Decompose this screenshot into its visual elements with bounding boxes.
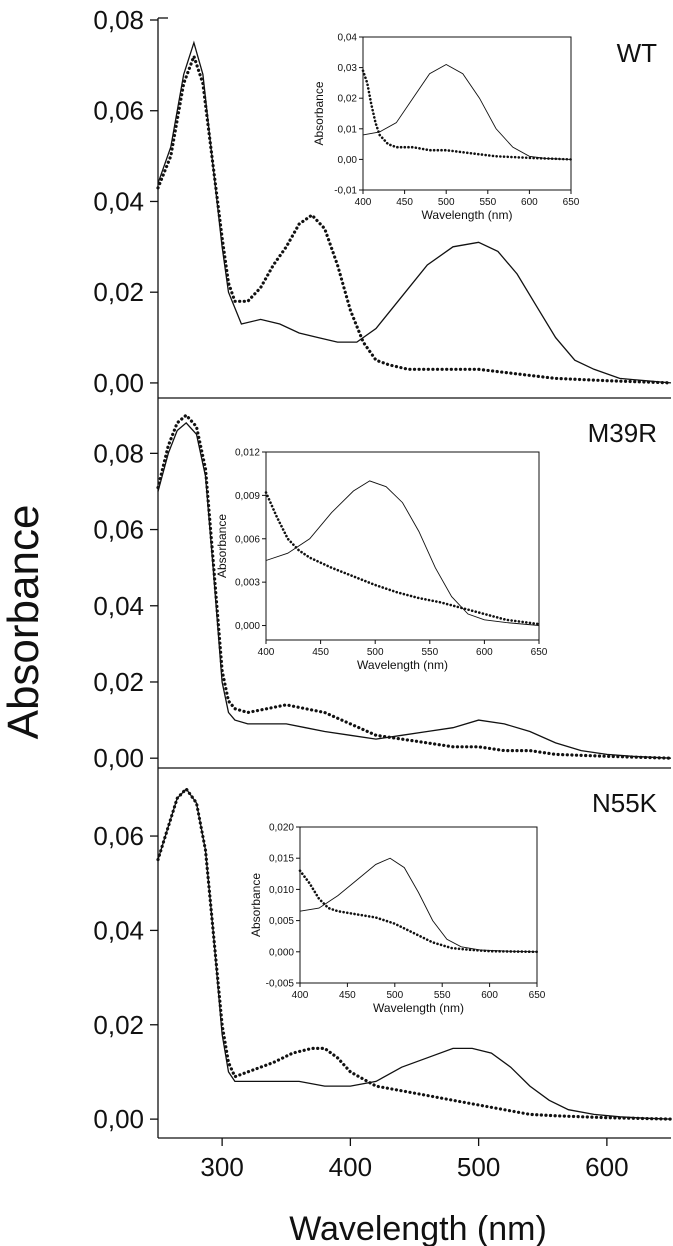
inset-frame (265, 451, 540, 641)
inset-x-tick-label: 600 (481, 990, 498, 1001)
inset-y-tick-label: 0,01 (338, 124, 358, 135)
x-tick-label: 300 (200, 1152, 243, 1182)
panel-label: M39R (588, 418, 657, 448)
inset-x-tick-label: 400 (258, 647, 275, 658)
inset-series-solid (265, 480, 540, 626)
inset-y-tick-label: -0,01 (334, 186, 357, 197)
inset: -0,005 0,000 0,005 0,010 0,015 0,020 400 450 500… (249, 823, 546, 1016)
inset-x-tick-label: 550 (421, 647, 438, 658)
y-tick-label: 0,00 (93, 743, 144, 773)
inset: -0,01 0,00 0,01 0,02 0,03 0,04 400 450 500 550 600… (312, 33, 580, 223)
inset-y-tick-label: 0,04 (338, 33, 358, 44)
inset-x-tick-label: 400 (292, 990, 309, 1001)
inset-y-tick-label: 0,000 (269, 947, 294, 958)
inset-x-tick-label: 550 (434, 990, 451, 1001)
inset-y-tick-label: 0,03 (338, 63, 358, 74)
inset-y-axis-label: Absorbance (249, 873, 263, 937)
inset-y-tick-label: 0,006 (235, 534, 260, 545)
y-tick-label: 0,00 (93, 368, 144, 398)
y-tick-label: 0,06 (93, 821, 144, 851)
inset-x-tick-label: 400 (355, 197, 372, 208)
panel-n55k: 0,00 0,02 0,04 0,06 300 400 500 600 N55K -0,005 0,… (93, 768, 673, 1182)
x-tick-label: 600 (585, 1152, 628, 1182)
figure-x-axis-label: Wavelength (nm) (289, 1210, 547, 1246)
x-tick-label: 500 (457, 1152, 500, 1182)
y-tick-label: 0,02 (93, 667, 144, 697)
inset-y-tick-label: 0,000 (235, 621, 260, 632)
inset-x-tick-label: 500 (438, 197, 455, 208)
panel-label: WT (617, 38, 658, 68)
inset-series-dotted (264, 491, 541, 626)
inset-x-tick-label: 650 (531, 647, 548, 658)
series-solid (157, 421, 672, 759)
inset-y-tick-label: 0,020 (269, 823, 294, 834)
inset-x-axis-label: Wavelength (nm) (373, 1001, 464, 1015)
y-tick-label: 0,04 (93, 186, 144, 216)
y-tick-label: 0,00 (93, 1104, 144, 1134)
inset: 0,000 0,003 0,006 0,009 0,012 400 450 500 550 600… (215, 448, 548, 673)
inset-x-axis-label: Wavelength (nm) (357, 658, 448, 672)
inset-x-tick-label: 450 (396, 197, 413, 208)
y-tick-label: 0,02 (93, 1010, 144, 1040)
panel-wt: 0,00 0,02 0,04 0,06 0,08 WT -0,01 0,00 0,01 0,02 0… (93, 5, 673, 399)
inset-x-tick-label: 550 (479, 197, 496, 208)
inset-x-tick-label: 650 (529, 990, 546, 1001)
y-tick-label: 0,02 (93, 277, 144, 307)
inset-x-tick-label: 600 (521, 197, 538, 208)
inset-frame (362, 36, 572, 191)
inset-y-tick-label: 0,010 (269, 885, 294, 896)
inset-y-tick-label: 0,015 (269, 854, 294, 865)
inset-y-tick-label: 0,005 (269, 916, 294, 927)
inset-y-tick-label: 0,00 (338, 155, 358, 166)
inset-x-axis-label: Wavelength (nm) (422, 208, 513, 222)
y-tick-label: 0,06 (93, 515, 144, 545)
panel-label: N55K (592, 788, 658, 818)
inset-frame (299, 826, 538, 984)
series-dotted (156, 412, 673, 760)
figure-y-axis-label: Absorbance (0, 505, 48, 740)
series-solid (157, 787, 672, 1120)
inset-y-tick-label: 0,003 (235, 578, 260, 589)
series-dotted (156, 786, 673, 1121)
inset-series-dotted (298, 869, 539, 954)
inset-y-tick-label: 0,02 (338, 94, 358, 105)
inset-y-tick-label: 0,012 (235, 448, 260, 459)
x-tick-label: 400 (329, 1152, 372, 1182)
series-dotted (156, 51, 673, 385)
panel-m39r: 0,000,020,040,060,08M39R0,0000,0030,0060… (93, 398, 673, 773)
y-tick-label: 0,04 (93, 915, 144, 945)
y-tick-label: 0,08 (93, 438, 144, 468)
inset-x-tick-label: 650 (563, 197, 580, 208)
inset-x-tick-label: 600 (476, 647, 493, 658)
inset-y-tick-label: 0,009 (235, 491, 260, 502)
inset-y-tick-label: -0,005 (266, 979, 295, 990)
inset-x-tick-label: 450 (312, 647, 329, 658)
inset-y-axis-label: Absorbance (312, 81, 326, 145)
inset-series-solid (362, 63, 572, 160)
inset-series-dotted (361, 69, 573, 161)
inset-x-tick-label: 500 (367, 647, 384, 658)
y-tick-label: 0,06 (93, 96, 144, 126)
inset-x-tick-label: 450 (339, 990, 356, 1001)
y-tick-label: 0,08 (93, 5, 144, 35)
inset-x-tick-label: 500 (386, 990, 403, 1001)
inset-y-axis-label: Absorbance (215, 514, 229, 578)
panels: 0,000,020,040,060,08WT-0,010,000,010,020… (93, 5, 673, 1182)
y-tick-label: 0,04 (93, 591, 144, 621)
